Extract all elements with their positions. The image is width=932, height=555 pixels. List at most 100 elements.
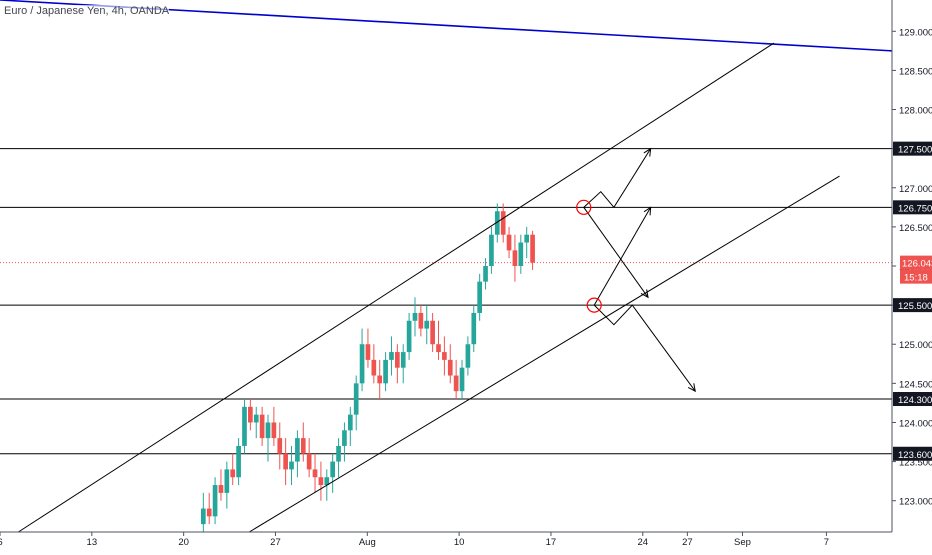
candle	[218, 469, 224, 501]
candle-body	[200, 508, 206, 525]
candle-body	[494, 211, 500, 235]
candle-body	[259, 414, 265, 439]
projection-arrow-up[interactable]	[583, 148, 652, 209]
candle-body	[295, 438, 300, 462]
candle	[483, 258, 488, 290]
candle	[253, 406, 259, 439]
candle-body	[218, 485, 224, 493]
channel-upper-line[interactable]	[18, 42, 775, 533]
candle-body	[230, 469, 236, 478]
candle-body	[253, 414, 259, 423]
candle-body	[248, 406, 253, 423]
countdown-label: 15:18	[904, 273, 928, 284]
price-tick-label: 126.500	[899, 223, 932, 234]
candle-body	[265, 422, 271, 439]
candle-body	[424, 320, 430, 329]
level-price-label: 123.600	[898, 450, 932, 461]
time-tick-label: 6	[0, 537, 3, 548]
candle	[424, 305, 430, 345]
candle	[418, 305, 424, 337]
time-tick-label: 20	[178, 537, 189, 548]
time-tick-label: 10	[454, 537, 465, 548]
candle	[377, 359, 383, 399]
candle-body	[347, 414, 353, 431]
candle	[224, 461, 230, 509]
candle-body	[389, 352, 394, 360]
candle-body	[442, 352, 447, 360]
candle	[442, 336, 447, 376]
candle-body	[383, 359, 388, 384]
circle-marker[interactable]	[576, 199, 592, 215]
candle-body	[289, 461, 294, 470]
candle-body	[453, 375, 459, 392]
candle-body	[277, 438, 283, 454]
candle-body	[371, 359, 377, 376]
candle	[494, 203, 500, 243]
horizontal-levels[interactable]	[0, 148, 892, 455]
candle-body	[412, 312, 418, 321]
candle-body	[395, 352, 400, 368]
candle-body	[459, 367, 465, 392]
candle	[453, 359, 459, 399]
candle-body	[530, 234, 535, 263]
time-axis[interactable]: 6 13 20 27 Aug 10 17 24 27 Sep 7	[0, 531, 892, 548]
candle	[400, 344, 406, 384]
candle	[236, 438, 241, 486]
candle	[471, 305, 477, 353]
candle	[277, 422, 283, 470]
candle-body	[512, 250, 518, 266]
drawings[interactable]	[0, 0, 893, 533]
candle	[436, 320, 441, 360]
candle-body	[342, 430, 347, 446]
candle-body	[471, 312, 477, 345]
candle	[259, 406, 265, 446]
time-tick-label: 27	[270, 537, 281, 548]
candle	[406, 312, 412, 360]
candle	[512, 234, 518, 282]
candle-body	[465, 344, 471, 368]
time-tick-label: 27	[682, 537, 693, 548]
candle-body	[312, 469, 318, 478]
candle-body	[518, 242, 524, 266]
price-tick-label: 124.500	[899, 379, 932, 390]
projection-arrow-support-up[interactable]	[593, 207, 652, 306]
candle	[206, 492, 212, 525]
candle	[248, 399, 253, 431]
countdown-label-bg	[900, 269, 932, 284]
price-axis[interactable]: 123.000 123.500 124.000 124.500 125.000 125.5…	[891, 0, 932, 532]
circle-marker[interactable]	[586, 297, 602, 313]
candle	[518, 234, 524, 274]
candle	[289, 445, 294, 486]
candle-body	[236, 445, 241, 478]
candle	[242, 399, 247, 454]
price-tick-label: 129.000	[899, 27, 932, 38]
candle	[459, 359, 465, 399]
candle-body	[500, 211, 506, 235]
candle-body	[447, 359, 453, 376]
level-price-label-bg	[893, 141, 932, 156]
level-price-label: 124.300	[898, 395, 932, 406]
candle	[300, 422, 306, 462]
time-tick-label: 24	[637, 537, 648, 548]
candle-body	[353, 383, 359, 415]
channel-lower-line[interactable]	[248, 175, 840, 533]
candle-body	[324, 477, 330, 486]
candle-body	[365, 344, 371, 360]
candle-body	[483, 266, 488, 282]
candle-body	[400, 352, 406, 368]
candle-body	[306, 453, 312, 470]
candle-body	[377, 375, 383, 384]
candle	[477, 273, 483, 321]
candle	[412, 297, 418, 337]
candle	[347, 406, 353, 446]
candle	[330, 453, 336, 493]
level-price-label-bg	[893, 446, 932, 461]
projection-arrow-support-down[interactable]	[593, 304, 696, 392]
candle-body	[271, 422, 277, 439]
candle-body	[224, 469, 230, 493]
candle	[212, 477, 218, 525]
candle	[524, 226, 530, 259]
projection-arrow-down[interactable]	[583, 207, 649, 298]
